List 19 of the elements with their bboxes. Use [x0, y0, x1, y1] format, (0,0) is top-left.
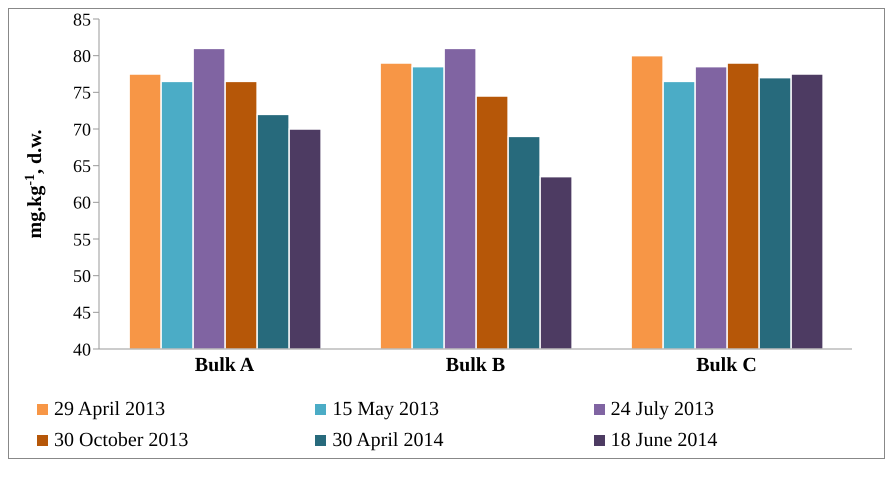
- y-tick-label: 60: [73, 192, 91, 213]
- x-tick-label: Bulk B: [446, 354, 506, 376]
- y-tick-label: 40: [73, 339, 91, 360]
- y-tick-label: 75: [73, 82, 91, 103]
- legend-label: 30 October 2013: [54, 429, 188, 452]
- x-tick-label: Bulk A: [194, 354, 255, 376]
- legend-label: 24 July 2013: [610, 398, 714, 421]
- y-tick-label: 45: [73, 302, 91, 323]
- legend-label: 15 May 2013: [332, 398, 439, 421]
- y-tick-label: 65: [73, 156, 91, 176]
- legend-label: 18 June 2014: [610, 429, 718, 452]
- y-tick-label: 50: [73, 266, 91, 286]
- y-tick-label: 70: [73, 119, 91, 140]
- legend-label: 30 April 2014: [332, 429, 444, 452]
- y-tick-label: 85: [73, 9, 91, 30]
- y-tick-label: 55: [73, 229, 91, 250]
- x-tick-label: Bulk C: [696, 354, 757, 376]
- y-tick-label: 80: [73, 46, 91, 66]
- legend-label: 29 April 2013: [54, 398, 166, 421]
